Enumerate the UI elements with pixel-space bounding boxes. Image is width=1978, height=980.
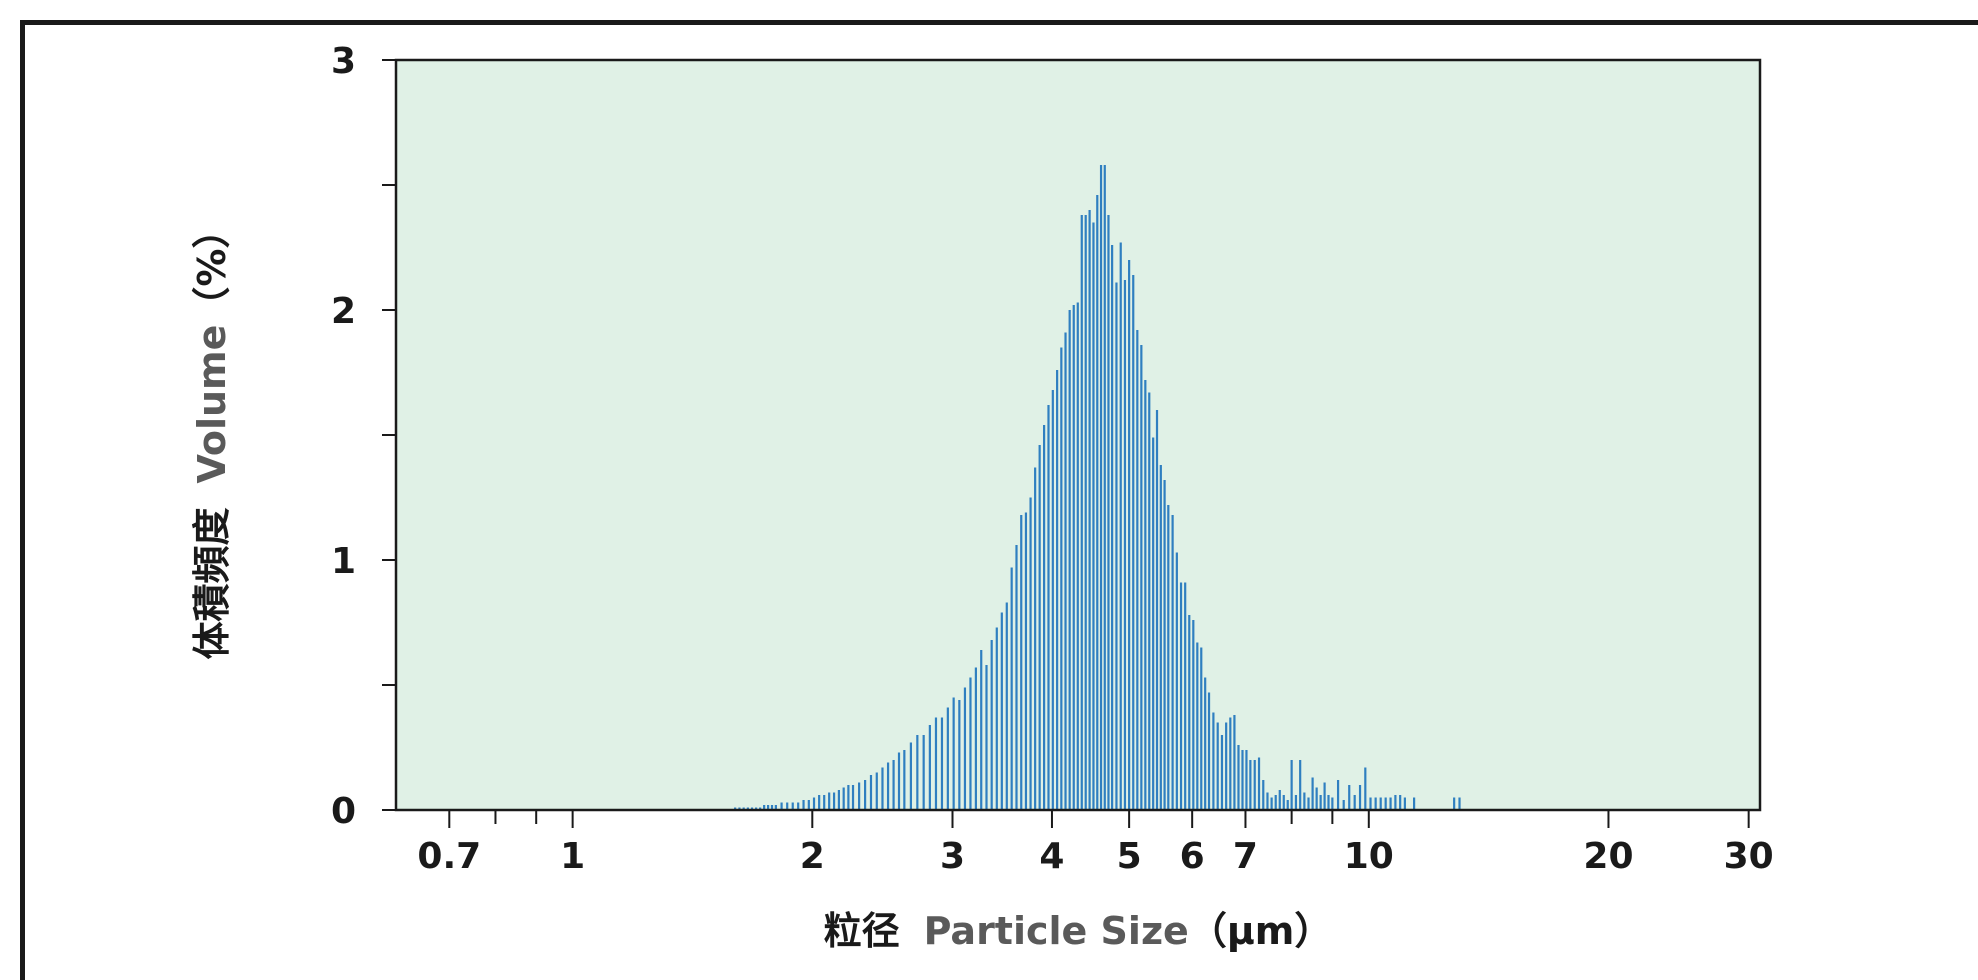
x-axis-title: 粒径 Particle Size（μm） bbox=[824, 909, 1333, 953]
x-tick-label: 1 bbox=[560, 836, 585, 877]
x-tick-label: 2 bbox=[800, 836, 825, 877]
x-tick-label: 7 bbox=[1233, 836, 1258, 877]
x-axis-title-en: Particle Size bbox=[924, 909, 1189, 953]
y-tick-label: 3 bbox=[331, 41, 356, 82]
x-tick-label: 20 bbox=[1583, 836, 1633, 877]
x-tick-label: 0.7 bbox=[417, 836, 481, 877]
y-axis-title-unit: （%） bbox=[190, 211, 234, 325]
x-tick-label: 6 bbox=[1180, 836, 1205, 877]
x-axis-title-cjk: 粒径 bbox=[824, 909, 900, 953]
y-tick-label: 1 bbox=[331, 541, 356, 582]
y-axis-title: 体積頻度 Volume（%） bbox=[190, 211, 234, 660]
y-axis-title-en: Volume bbox=[190, 325, 234, 484]
x-axis: 0.7 1 2 3 4 5 6 7 10 20 30 bbox=[417, 810, 1774, 877]
bar-series bbox=[734, 165, 1461, 810]
y-tick-label: 0 bbox=[331, 791, 356, 832]
chart-frame bbox=[20, 20, 1978, 980]
x-tick-label: 5 bbox=[1117, 836, 1142, 877]
x-tick-label: 3 bbox=[940, 836, 965, 877]
y-axis-title-cjk: 体積頻度 bbox=[190, 507, 234, 659]
x-axis-title-unit: （μm） bbox=[1189, 909, 1333, 953]
y-tick-label: 2 bbox=[331, 291, 356, 332]
x-tick-label: 10 bbox=[1344, 836, 1394, 877]
x-tick-label: 4 bbox=[1039, 836, 1064, 877]
y-axis: 0 1 2 3 bbox=[331, 41, 396, 832]
x-tick-label: 30 bbox=[1724, 836, 1774, 877]
